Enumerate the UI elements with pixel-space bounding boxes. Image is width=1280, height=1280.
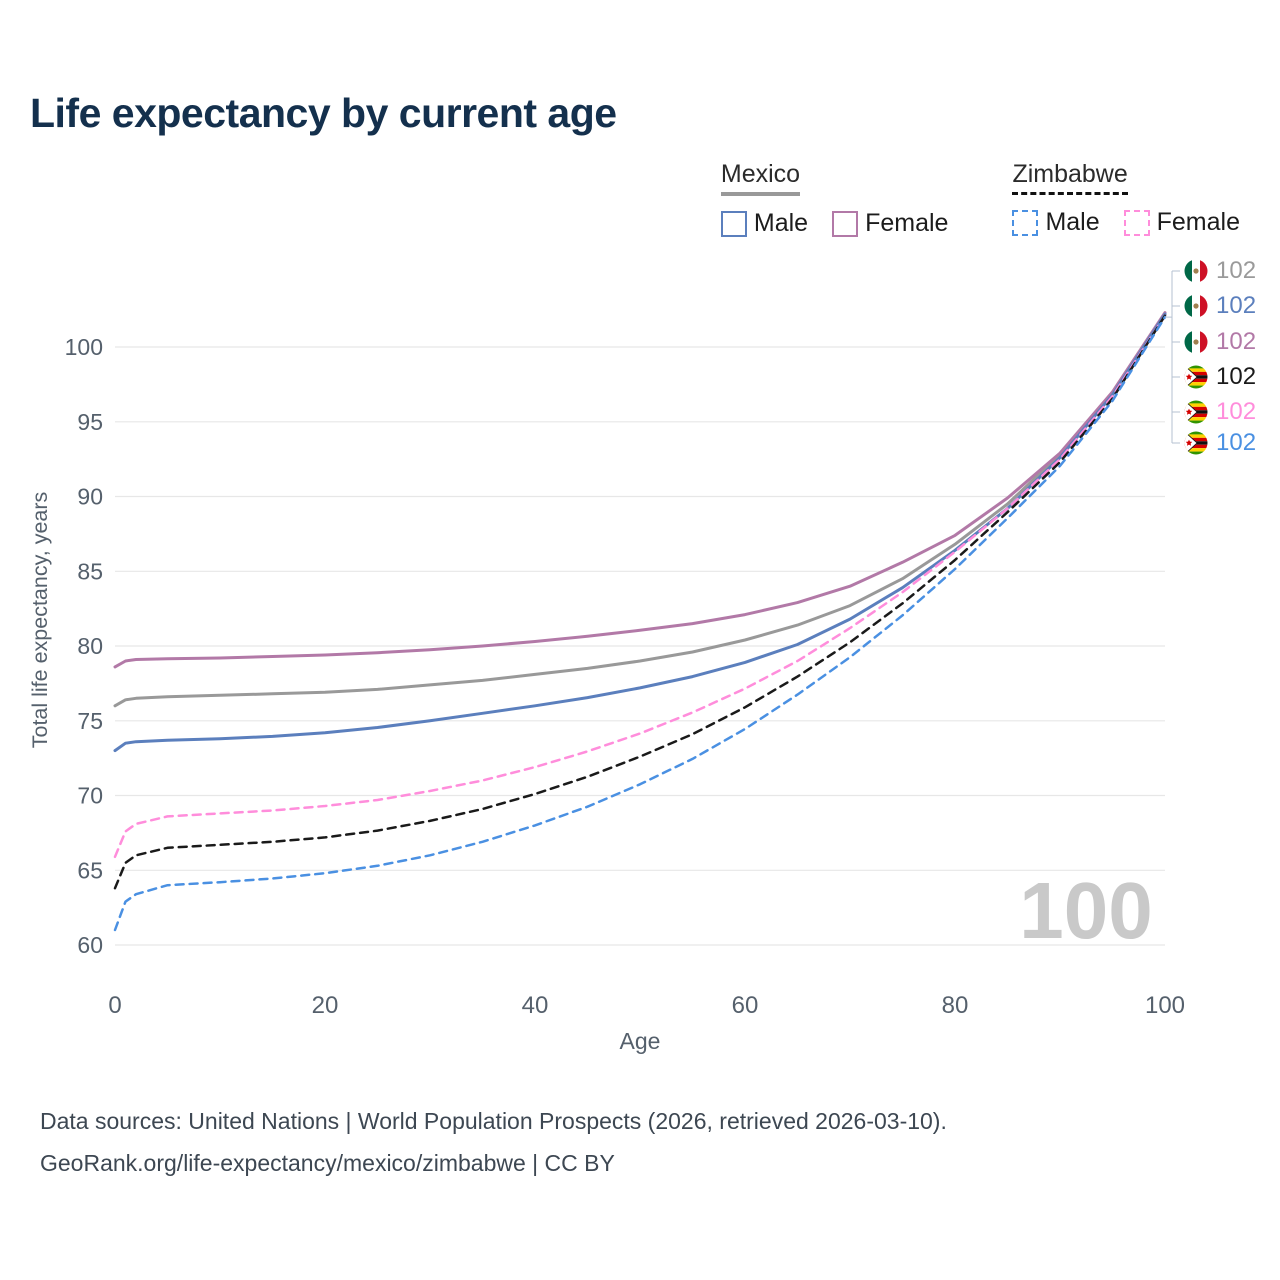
x-axis-tick-labels: 0 20 40 60 80 100 bbox=[108, 992, 1185, 1019]
end-label-value: 102 bbox=[1216, 292, 1257, 319]
legend-label-zimbabwe-female: Female bbox=[1156, 208, 1240, 236]
end-label-value: 102 bbox=[1216, 429, 1257, 456]
y-tick-label: 70 bbox=[77, 783, 103, 809]
x-tick-label: 100 bbox=[1145, 992, 1185, 1019]
legend-label-zimbabwe-male: Male bbox=[1045, 208, 1100, 236]
x-tick-label: 0 bbox=[108, 992, 121, 1019]
series-line-mexico-female bbox=[113, 311, 1167, 669]
age-indicator-watermark: 100 bbox=[1019, 866, 1152, 955]
x-tick-label: 60 bbox=[732, 992, 759, 1019]
legend-item-mexico-male[interactable]: Male bbox=[720, 209, 809, 238]
y-tick-label: 75 bbox=[77, 708, 103, 734]
legend-country-zimbabwe: Zimbabwe bbox=[1012, 160, 1128, 195]
y-tick-label: 80 bbox=[77, 633, 103, 659]
end-label-mexico-both-sexes: 102 bbox=[1184, 258, 1256, 284]
attribution-text: GeoRank.org/life-expectancy/mexico/zimba… bbox=[40, 1150, 615, 1176]
zimbabwe-flag-icon bbox=[1184, 365, 1208, 389]
legend-item-mexico-female[interactable]: Female bbox=[832, 209, 948, 238]
end-label-zimbabwe-female: 102 bbox=[1184, 399, 1256, 425]
end-label-value: 102 bbox=[1216, 398, 1257, 425]
end-label-zimbabwe-both-sexes: 102 bbox=[1184, 364, 1256, 390]
legend-swatch-mexico-male-icon bbox=[720, 210, 747, 237]
y-tick-label: 100 bbox=[65, 334, 103, 360]
legend-items-mexico: Male Female bbox=[720, 209, 948, 238]
series-line-zimbabwe-both bbox=[113, 314, 1167, 890]
page-title: Life expectancy by current age bbox=[30, 90, 617, 136]
series-line-zimbabwe-male bbox=[113, 315, 1167, 932]
legend-label-mexico-male: Male bbox=[753, 209, 809, 237]
mexico-flag-icon bbox=[1184, 330, 1208, 354]
zimbabwe-flag-icon bbox=[1184, 400, 1208, 424]
legend-group-zimbabwe: Zimbabwe Male Female bbox=[1012, 160, 1240, 238]
end-label-zimbabwe-male: 102 bbox=[1184, 430, 1256, 456]
y-axis-tick-labels: 60 65 70 75 80 85 90 95 100 bbox=[65, 334, 103, 958]
series-line-zimbabwe-female bbox=[113, 314, 1167, 859]
legend: Mexico Male Female Zimbabwe Male bbox=[720, 160, 1240, 238]
end-label-mexico-male: 102 bbox=[1184, 293, 1256, 319]
end-label-connectors bbox=[1165, 270, 1180, 444]
end-label-value: 102 bbox=[1216, 328, 1257, 355]
y-tick-label: 60 bbox=[77, 932, 103, 958]
x-axis-title: Age bbox=[620, 1028, 661, 1054]
data-sources-text: Data sources: United Nations | World Pop… bbox=[40, 1108, 947, 1134]
end-label-value: 102 bbox=[1216, 257, 1257, 284]
end-label-mexico-female: 102 bbox=[1184, 329, 1256, 355]
gridlines bbox=[115, 346, 1165, 946]
x-tick-label: 40 bbox=[522, 992, 549, 1019]
mexico-flag-icon bbox=[1184, 294, 1208, 318]
legend-swatch-zimbabwe-male-icon bbox=[1012, 209, 1039, 236]
mexico-flag-icon bbox=[1184, 259, 1208, 283]
y-tick-label: 85 bbox=[77, 558, 103, 584]
series-line-mexico-both bbox=[113, 312, 1167, 708]
legend-label-mexico-female: Female bbox=[865, 209, 949, 237]
x-tick-label: 20 bbox=[312, 992, 339, 1019]
x-tick-label: 80 bbox=[942, 992, 969, 1019]
end-label-value: 102 bbox=[1216, 363, 1257, 390]
y-tick-label: 90 bbox=[77, 484, 103, 510]
legend-item-zimbabwe-female[interactable]: Female bbox=[1123, 208, 1240, 237]
series-line-mexico-male bbox=[113, 312, 1167, 753]
legend-item-zimbabwe-male[interactable]: Male bbox=[1012, 208, 1100, 237]
y-tick-label: 65 bbox=[77, 857, 103, 883]
legend-items-zimbabwe: Male Female bbox=[1012, 208, 1240, 237]
legend-group-mexico: Mexico Male Female bbox=[720, 160, 948, 238]
legend-country-mexico: Mexico bbox=[720, 160, 801, 196]
legend-swatch-zimbabwe-female-icon bbox=[1123, 209, 1150, 236]
y-axis-title: Total life expectancy, years bbox=[28, 492, 52, 749]
y-tick-label: 95 bbox=[77, 409, 103, 435]
zimbabwe-flag-icon bbox=[1184, 431, 1208, 455]
legend-swatch-mexico-female-icon bbox=[832, 210, 859, 237]
